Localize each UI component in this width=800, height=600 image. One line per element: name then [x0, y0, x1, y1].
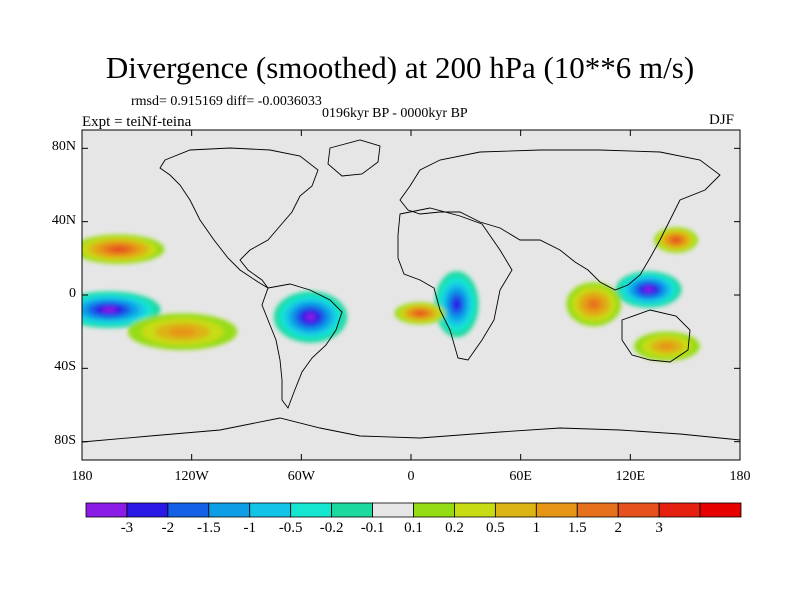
time-period-label: 0196kyr BP - 0000kyr BP: [322, 106, 468, 121]
central-pacific-convergence: [82, 291, 161, 328]
colorbar-label: -0.5: [278, 520, 303, 536]
colorbar-label: -2: [161, 520, 175, 536]
lat-label: 0: [69, 286, 76, 301]
colorbar-box: [331, 502, 373, 518]
coast-south-america: [261, 283, 343, 409]
colorbar-label: -1: [243, 520, 257, 536]
lat-label: 80N: [51, 139, 76, 155]
season-label: DJF: [709, 112, 735, 128]
colorbar-box: [576, 502, 619, 518]
coast-north-america: [159, 147, 319, 289]
colorbar-label: 2: [614, 520, 622, 536]
lon-label: 120E: [615, 469, 646, 484]
lon-label: 60E: [509, 469, 532, 484]
colorbar-box: [413, 502, 455, 518]
map-plot-area: [81, 129, 741, 461]
coast-antarctica: [82, 417, 740, 443]
maritime-continent-convergence-contour-7: [643, 286, 654, 293]
south-america-convergence-contour-7: [305, 313, 316, 321]
colorbar-box: [126, 502, 169, 518]
colorbar-label: 0.5: [486, 520, 505, 536]
divergence-field: [82, 227, 700, 361]
equatorial-africa-convergence: [434, 271, 479, 338]
colorbar-box: [494, 502, 537, 518]
lon-label: 180: [729, 469, 751, 484]
colorbar-box: [658, 502, 701, 518]
west-pacific-divergence-contour-6: [672, 237, 680, 243]
indian-ocean-divergence: [566, 282, 622, 327]
colorbar-box: [85, 502, 128, 518]
indian-ocean-divergence-contour-5: [588, 299, 600, 309]
coastlines: [82, 139, 740, 443]
chart-title: Divergence (smoothed) at 200 hPa (10**6 …: [105, 50, 695, 85]
south-pacific-divergence: [127, 313, 238, 351]
colorbar-label: 1.5: [567, 520, 587, 536]
colorbar-box: [167, 502, 210, 518]
colorbar-box: [249, 502, 292, 518]
colorbar-box: [617, 502, 660, 518]
equatorial-africa-convergence-contour-6: [453, 298, 461, 310]
south-pacific-divergence-contour-4: [168, 327, 197, 337]
colorbar-label: -0.1: [360, 520, 385, 536]
colorbar-box: [208, 502, 251, 518]
colorbar-label: -1.5: [196, 520, 221, 536]
experiment-label: Expt = teiNf-teina: [82, 114, 192, 130]
australia-divergence: [634, 331, 700, 361]
lon-label: 180: [71, 469, 93, 484]
colorbar-label: 1: [532, 520, 541, 536]
colorbar-label: -0.2: [319, 520, 344, 536]
lat-label: 40S: [54, 359, 76, 375]
colorbar-box: [535, 502, 578, 518]
colorbar-box: [454, 502, 496, 518]
north-pacific-divergence-contour-6: [111, 246, 127, 252]
coast-africa: [397, 207, 513, 361]
axis-ticks: [81, 130, 741, 460]
colorbar-box: [290, 502, 333, 518]
west-pacific-divergence: [654, 227, 698, 253]
coast-eurasia: [399, 149, 721, 291]
lon-label: 0: [407, 469, 415, 484]
maritime-continent-convergence: [615, 271, 682, 308]
coast-greenland: [327, 139, 381, 177]
colorbar: [85, 502, 742, 518]
south-atlantic-divergence: [394, 302, 446, 325]
lon-label: 60W: [287, 469, 315, 484]
coast-australia: [621, 309, 691, 363]
south-atlantic-divergence-contour-6: [415, 311, 425, 316]
central-pacific-convergence-contour-7: [102, 307, 117, 313]
colorbar-box: [699, 502, 742, 518]
lat-label: 40N: [51, 212, 76, 228]
south-america-convergence: [273, 291, 348, 343]
north-pacific-divergence: [82, 234, 165, 264]
colorbar-label: 3: [655, 520, 663, 536]
lat-label: 80S: [54, 432, 76, 448]
colorbar-box: [372, 502, 414, 518]
colorbar-label: 0.2: [445, 520, 464, 536]
rmsd-diff-stats: rmsd= 0.915169 diff= -0.0036033: [131, 94, 322, 109]
lon-label: 120W: [174, 469, 209, 484]
australia-divergence-contour-4: [658, 342, 676, 350]
colorbar-label: -3: [120, 520, 134, 536]
colorbar-label: 0.1: [404, 520, 423, 536]
